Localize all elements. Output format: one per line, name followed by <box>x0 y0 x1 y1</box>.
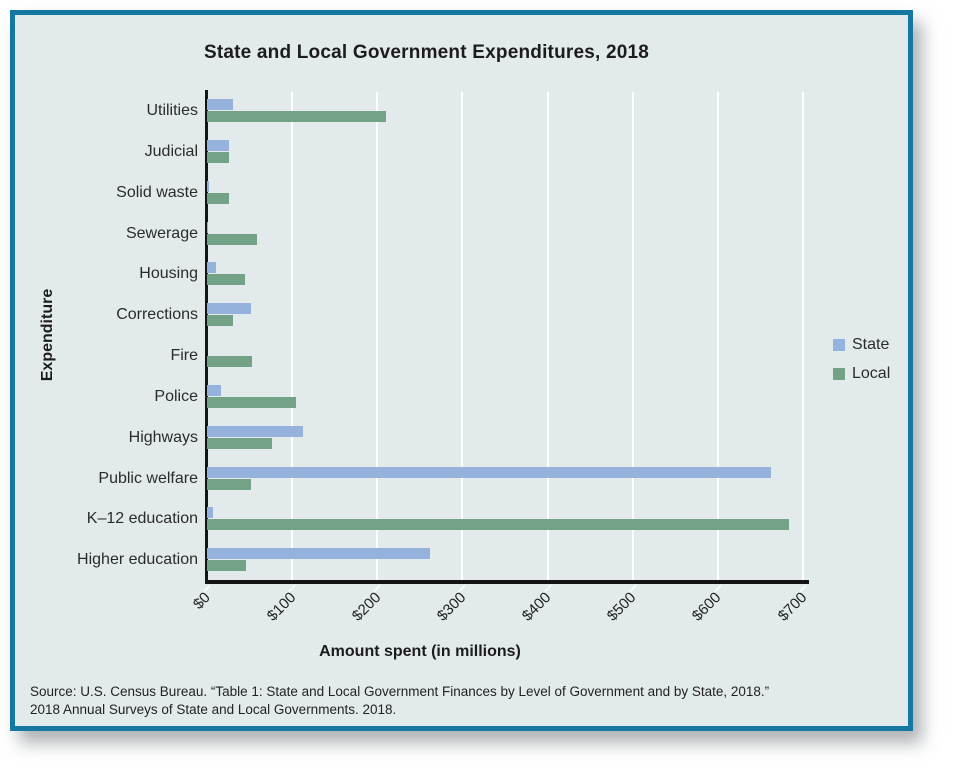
local-swatch-icon <box>833 368 845 380</box>
category-row: Corrections <box>116 294 803 335</box>
category-label: Fire <box>170 347 198 364</box>
category-row: Solid waste <box>116 172 803 213</box>
local-bar <box>207 437 272 449</box>
local-bar <box>207 315 234 327</box>
category-row: Utilities <box>146 90 803 131</box>
state-bar <box>207 139 230 151</box>
source-citation: Source: U.S. Census Bureau. “Table 1: St… <box>30 683 769 718</box>
category-label: K–12 education <box>86 510 198 528</box>
state-bar <box>207 466 771 478</box>
local-bar <box>207 111 386 122</box>
category-label: Higher education <box>77 551 198 569</box>
legend-item-state: State <box>833 336 890 354</box>
category-label: Highways <box>128 428 198 446</box>
state-bar <box>207 303 252 315</box>
state-bar <box>207 221 208 233</box>
state-bar <box>207 507 213 519</box>
local-bar <box>207 519 790 531</box>
local-bar <box>207 478 252 490</box>
category-label: Public welfare <box>98 469 198 487</box>
source-line-1: Source: U.S. Census Bureau. “Table 1: St… <box>30 684 770 699</box>
x-tick-label: $500 <box>604 589 640 625</box>
gridline <box>631 92 634 580</box>
category-row: K–12 education <box>87 498 803 539</box>
local-bar <box>207 560 247 572</box>
x-tick-label: $300 <box>433 589 470 625</box>
source-line-2: 2018 Annual Surveys of State and Local G… <box>30 701 397 717</box>
category-row: Housing <box>139 253 803 294</box>
state-bar <box>207 262 216 274</box>
state-bar <box>207 548 431 560</box>
chart-figure-frame: State and Local Government Expenditures,… <box>10 10 913 731</box>
category-row: Fire <box>170 335 803 376</box>
x-axis-line <box>205 580 809 584</box>
state-bar <box>207 99 234 110</box>
category-label: Judicial <box>144 142 198 160</box>
gridline <box>716 92 719 580</box>
x-tick-label: $600 <box>689 589 725 625</box>
category-label: Sewerage <box>125 224 198 242</box>
category-label: Solid waste <box>116 183 198 201</box>
local-bar <box>207 396 297 408</box>
local-bar <box>207 192 230 204</box>
local-bar <box>207 233 258 245</box>
gridline <box>461 92 464 580</box>
legend-label-state: State <box>852 336 890 353</box>
category-row: Judicial <box>145 131 803 172</box>
gridline <box>802 92 804 580</box>
plot-area: Amount spent (in millions) $0 $100 $200 $30… <box>77 90 810 660</box>
state-bar <box>207 180 209 192</box>
category-label: Police <box>154 387 198 405</box>
category-label: Utilities <box>146 102 198 119</box>
gridline <box>376 92 379 580</box>
category-row: Highways <box>129 417 803 458</box>
chart-title: State and Local Government Expenditures,… <box>203 42 650 63</box>
x-tick-label: $100 <box>263 589 300 625</box>
x-tick-label: $400 <box>518 589 555 625</box>
legend: State Local <box>833 336 890 394</box>
x-tick-label: $0 <box>190 589 215 613</box>
x-axis-title: Amount spent (in millions) <box>319 643 521 660</box>
state-bar <box>207 425 304 437</box>
local-bar <box>207 356 253 367</box>
category-row: Police <box>154 376 803 417</box>
x-tick-label: $700 <box>774 589 811 625</box>
state-bar <box>207 384 221 396</box>
legend-label-local: Local <box>852 365 891 382</box>
category-label: Corrections <box>116 306 198 324</box>
category-row: Higher education <box>77 539 803 580</box>
y-axis-line <box>205 90 208 580</box>
gridline <box>546 92 549 580</box>
category-label: Housing <box>139 265 198 283</box>
state-swatch-icon <box>833 339 845 351</box>
category-row: Public welfare <box>98 458 803 499</box>
legend-item-local: Local <box>833 365 890 383</box>
category-row: Sewerage <box>126 213 803 254</box>
local-bar <box>207 151 230 163</box>
y-axis-title-text: Expenditure <box>39 288 56 382</box>
gridline <box>291 92 294 580</box>
local-bar <box>207 274 246 286</box>
x-tick-label: $200 <box>348 589 385 625</box>
